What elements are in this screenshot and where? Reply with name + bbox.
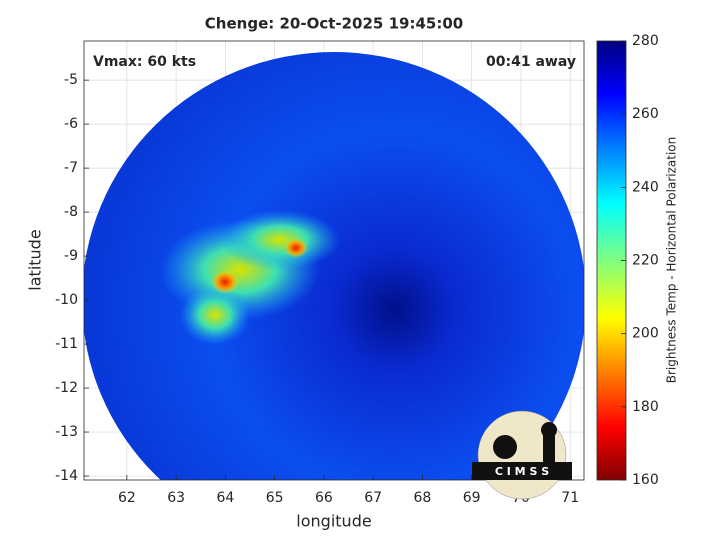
y-tick-label: -13	[55, 424, 78, 440]
y-tick-label: -14	[55, 468, 78, 484]
y-tick-label: -11	[55, 336, 78, 352]
satellite-image	[84, 52, 584, 480]
annotation: Vmax: 60 kts	[93, 54, 196, 70]
chart-title: Chenge: 20-Oct-2025 19:45:00	[205, 15, 463, 33]
y-tick-label: -9	[64, 248, 78, 264]
x-tick-label: 63	[167, 490, 185, 506]
colorbar-tick-label: 200	[632, 326, 659, 342]
y-tick-label: -12	[55, 380, 78, 396]
x-tick-label: 62	[118, 490, 136, 506]
plot-frame	[83, 40, 585, 481]
y-tick-label: -10	[55, 292, 78, 308]
x-tick-label: 71	[561, 490, 579, 506]
logo-text: C I M S S	[495, 465, 549, 478]
colorbar-label: Brightness Temp - Horizontal Polarizatio…	[665, 137, 679, 384]
logo: C I M S S	[472, 410, 572, 500]
y-tick-label: -5	[64, 72, 78, 88]
annotation: 00:41 away	[486, 54, 576, 70]
x-tick-label: 69	[463, 490, 481, 506]
x-tick-label: 66	[315, 490, 333, 506]
x-tick-label: 64	[216, 490, 234, 506]
x-tick-label: 67	[364, 490, 382, 506]
x-axis-label: longitude	[296, 512, 371, 531]
x-tick-label: 68	[414, 490, 432, 506]
colorbar-tick-label: 260	[632, 106, 659, 122]
x-tick-label: 65	[266, 490, 284, 506]
colorbar-tick-label: 280	[632, 33, 659, 49]
y-tick-label: -8	[64, 204, 78, 220]
y-tick-label: -6	[64, 116, 78, 132]
colorbar-tick-label: 220	[632, 253, 659, 269]
colorbar-tick-label: 240	[632, 179, 659, 195]
colorbar-tick-label: 180	[632, 399, 659, 415]
y-axis-label: latitude	[26, 229, 45, 290]
colorbar-tick-label: 160	[632, 472, 659, 488]
y-tick-label: -7	[64, 160, 78, 176]
